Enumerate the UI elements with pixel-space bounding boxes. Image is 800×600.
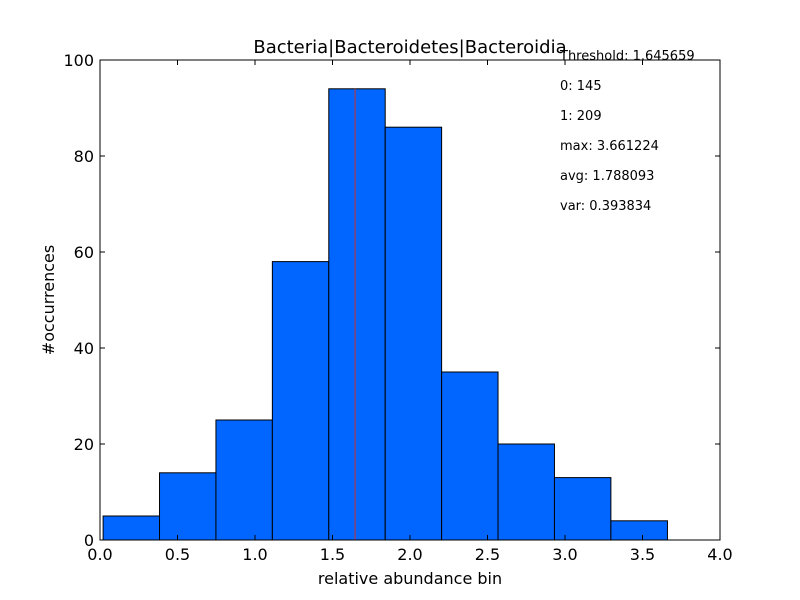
stat-threshold: Threshold: 1.645659 — [559, 49, 695, 64]
stat-var: var: 0.393834 — [560, 199, 651, 214]
histogram-bar — [271, 261, 330, 541]
x-tick-label: 2.0 — [397, 545, 422, 564]
y-axis-ticks: 0 20 40 60 80 100 — [63, 51, 720, 550]
x-tick-label: 3.5 — [630, 545, 655, 564]
histogram-bar — [328, 88, 386, 541]
y-tick-label: 0 — [84, 531, 94, 550]
y-tick-label: 80 — [74, 147, 94, 166]
y-tick-label: 100 — [63, 51, 94, 70]
histogram-bar — [553, 477, 612, 541]
y-tick-label: 40 — [74, 339, 94, 358]
x-axis-label: relative abundance bin — [318, 569, 502, 588]
stats-annotations: Threshold: 1.645659 0: 145 1: 209 max: 3… — [559, 49, 695, 214]
x-tick-label: 3.0 — [552, 545, 577, 564]
stat-zero-count: 0: 145 — [560, 79, 602, 94]
histogram-bar — [102, 515, 161, 541]
histogram-bar — [159, 472, 217, 541]
stat-avg: avg: 1.788093 — [560, 169, 654, 184]
y-tick-label: 20 — [74, 435, 94, 454]
histogram-bar — [441, 371, 499, 541]
x-tick-label: 1.5 — [320, 545, 345, 564]
x-tick-label: 1.0 — [242, 545, 267, 564]
x-axis-ticks: 0.0 0.5 1.0 1.5 2.0 2.5 3.0 3.5 4.0 — [87, 60, 733, 564]
stat-max: max: 3.661224 — [560, 139, 659, 154]
y-tick-label: 60 — [74, 243, 94, 262]
bars-group — [102, 88, 668, 541]
y-axis-label: #occurrences — [39, 245, 58, 355]
histogram-bar — [497, 443, 555, 541]
stat-one-count: 1: 209 — [560, 109, 602, 124]
histogram-bar — [610, 520, 668, 541]
x-tick-label: 0.5 — [165, 545, 190, 564]
chart-title: Bacteria|Bacteroidetes|Bacteroidia — [253, 37, 566, 58]
x-tick-label: 2.5 — [475, 545, 500, 564]
x-tick-label: 0.0 — [87, 545, 112, 564]
histogram-bar — [215, 419, 273, 541]
histogram-bar — [384, 126, 443, 541]
x-tick-label: 4.0 — [707, 545, 732, 564]
